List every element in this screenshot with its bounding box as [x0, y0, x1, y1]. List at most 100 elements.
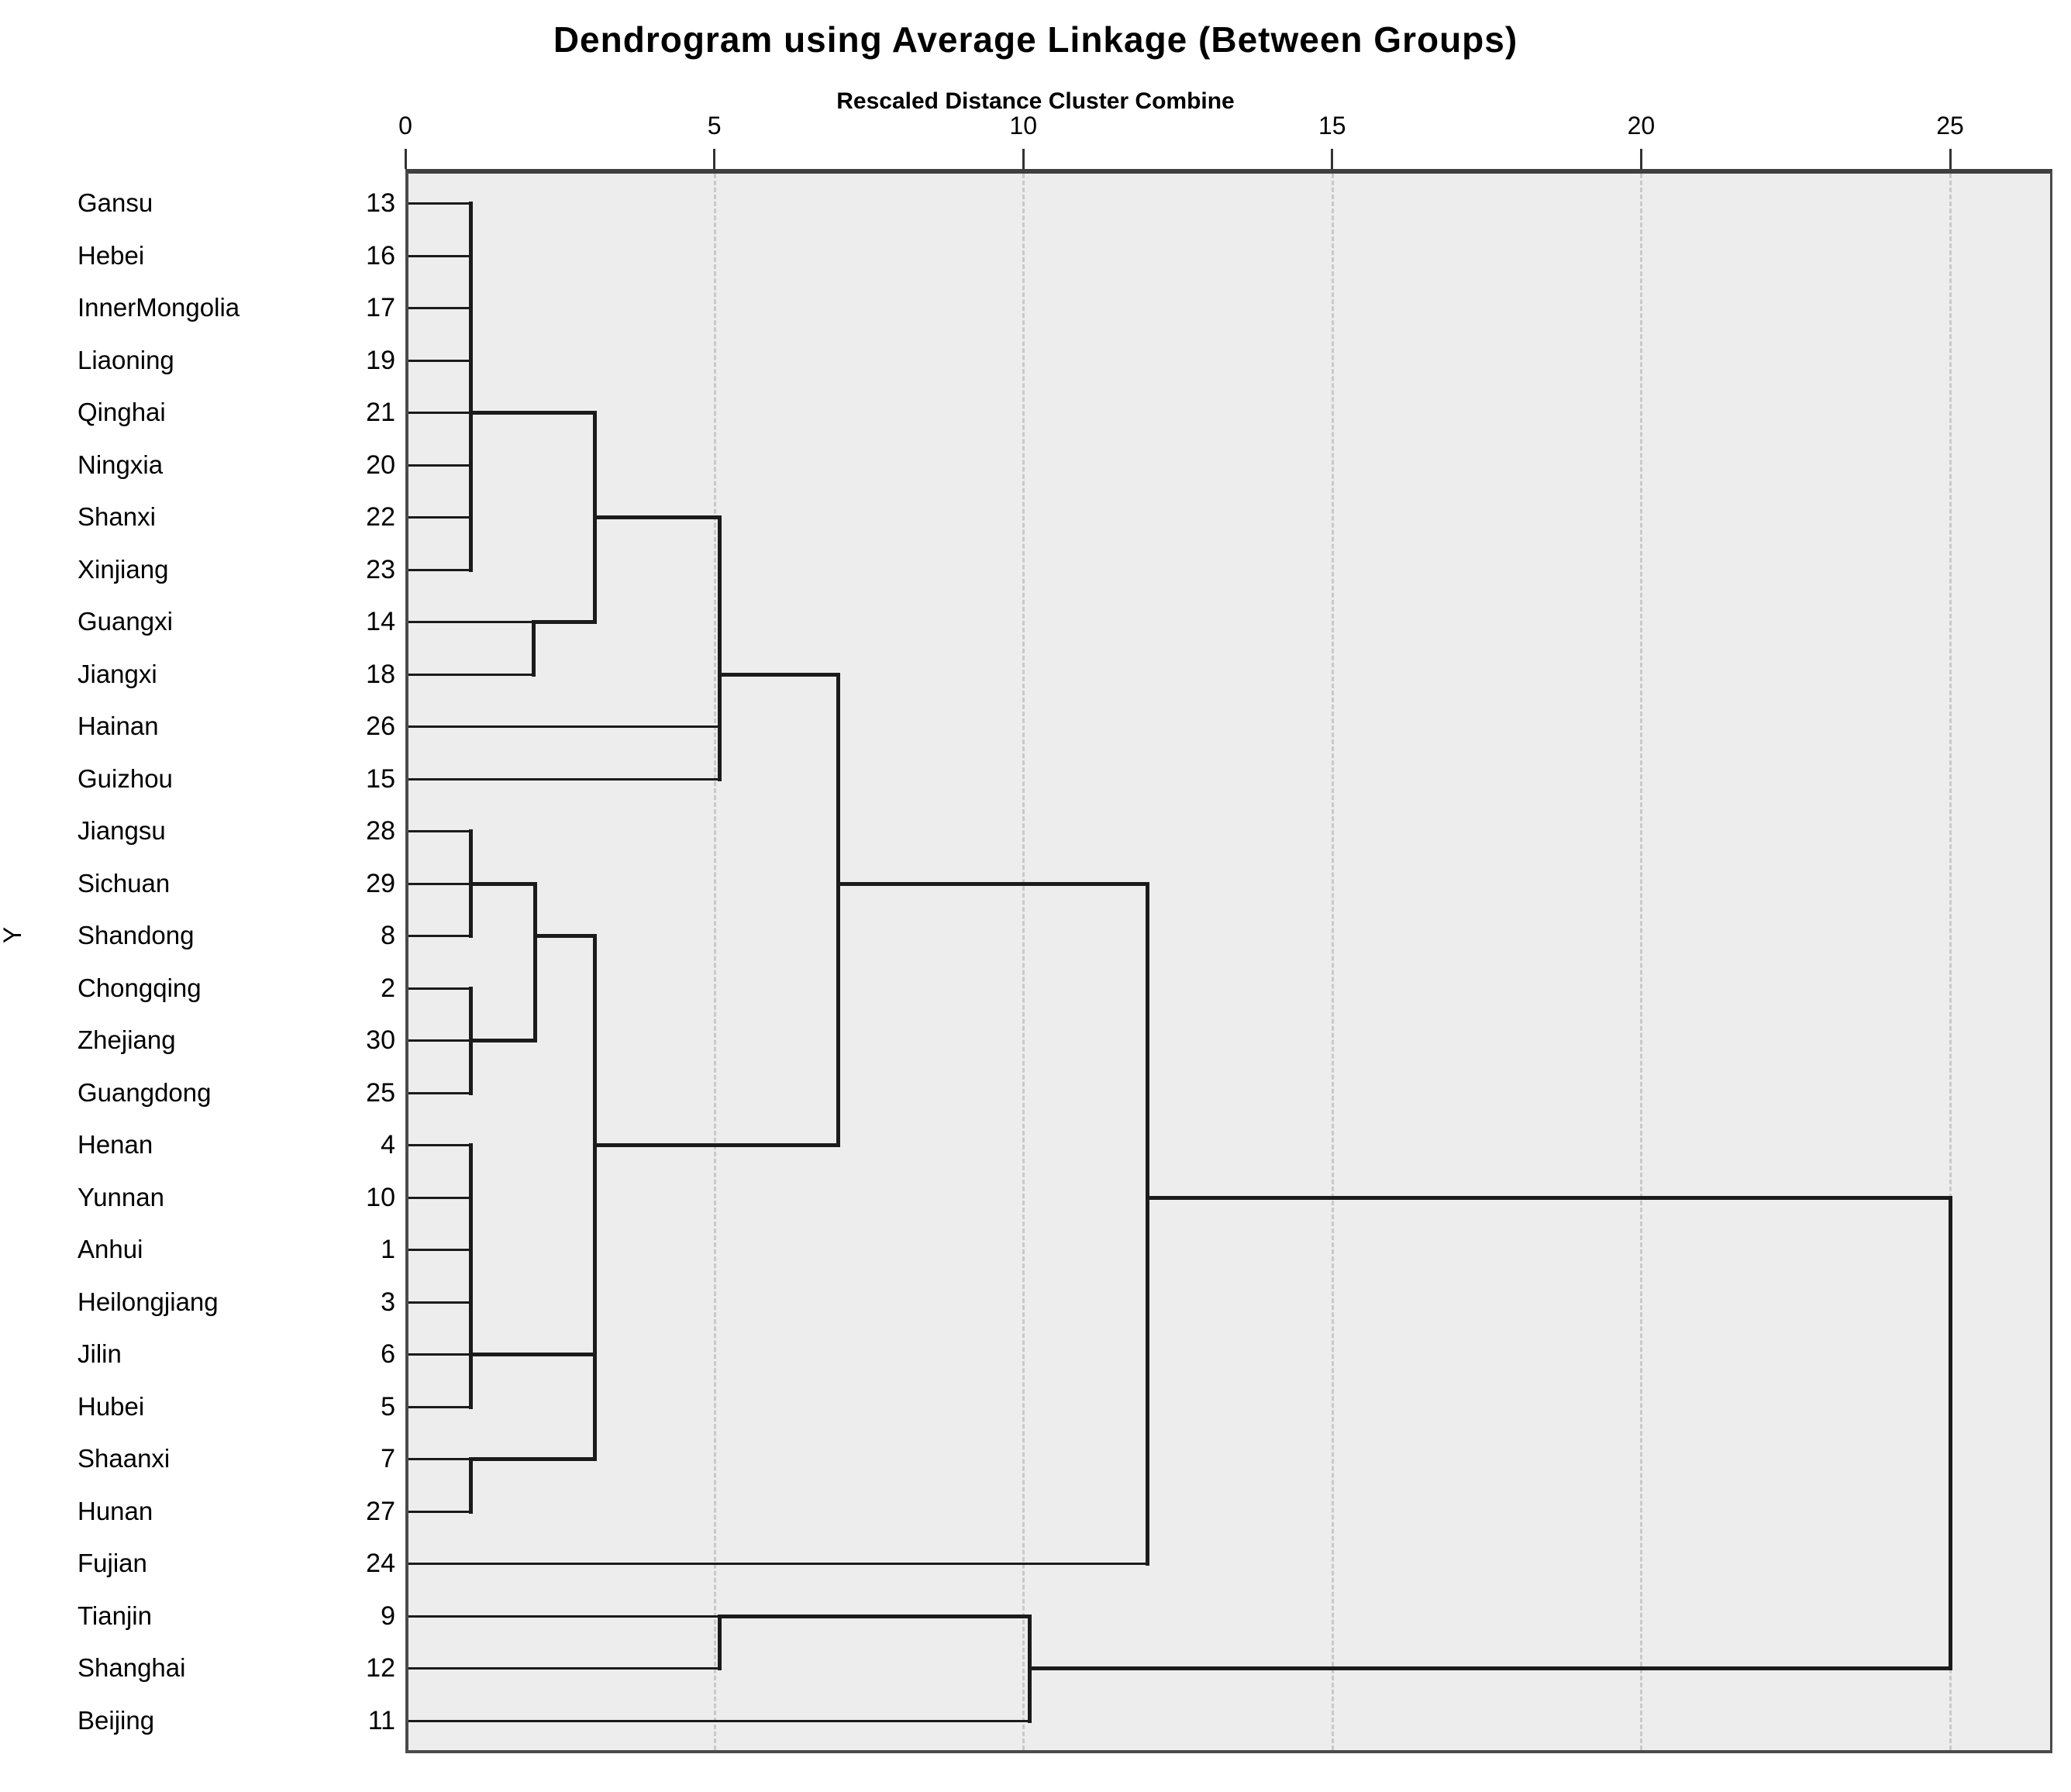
case-number: 9 [381, 1601, 395, 1631]
dendrogram-branch-horizontal [408, 620, 536, 623]
dendrogram-branch-horizontal [408, 673, 536, 676]
leaf-label: Liaoning [78, 346, 174, 374]
dendrogram-branch-vertical [469, 201, 473, 572]
case-number: 1 [381, 1235, 395, 1264]
dendrogram-branch-horizontal [408, 829, 473, 832]
dendrogram-branch-horizontal [408, 1666, 722, 1670]
dendrogram-branch-vertical [469, 986, 473, 1095]
leaf-label: Hebei [78, 241, 145, 270]
dendrogram-branch-horizontal [408, 1196, 473, 1199]
leaf-label: Hunan [78, 1497, 153, 1525]
cluster-connector [535, 933, 597, 938]
leaf-label: Anhui [78, 1235, 143, 1263]
leaf-label: Hubei [78, 1392, 145, 1421]
dendrogram-branch-vertical [532, 619, 536, 677]
dendrogram-branch-horizontal [408, 1143, 473, 1146]
y-axis-label: Y [0, 926, 27, 944]
leaf-label: Zhejiang [78, 1025, 176, 1054]
case-number: 23 [366, 555, 395, 584]
leaf-label: Chongqing [78, 974, 202, 1002]
dendrogram-branch-horizontal [408, 1405, 473, 1408]
dendrogram-branch-horizontal [408, 464, 473, 467]
axis-tick-label: 20 [1627, 112, 1656, 140]
dendrogram-branch-horizontal [408, 1615, 722, 1618]
axis-tick-label: 10 [1009, 112, 1037, 140]
axis-tick [1331, 149, 1334, 169]
dendrogram-branch-horizontal [408, 1039, 473, 1042]
dendrogram-branch-horizontal [408, 411, 473, 414]
case-number: 10 [366, 1183, 395, 1212]
leaf-label: Guangxi [78, 607, 173, 636]
dendrogram-branch-horizontal [408, 1091, 473, 1094]
leaf-label: Yunnan [78, 1183, 164, 1211]
dendrogram-branch-horizontal [408, 725, 722, 728]
cluster-connector [1147, 1195, 1952, 1200]
cluster-connector [470, 410, 597, 415]
leaf-label: Tianjin [78, 1601, 152, 1630]
leaf-label: Sichuan [78, 869, 171, 898]
cluster-connector [594, 515, 722, 519]
leaf-label: Jiangsu [78, 816, 166, 845]
case-number: 20 [366, 450, 395, 480]
leaf-label: Qinghai [78, 398, 166, 426]
dendrogram-branch-horizontal [408, 254, 473, 257]
dendrogram-branch-vertical [469, 1142, 473, 1409]
case-number: 19 [366, 346, 395, 375]
leaf-label: Shandong [78, 921, 195, 949]
cluster-connector [470, 1038, 537, 1042]
dendrogram-branch-vertical [533, 881, 537, 1042]
dendrogram-branch-horizontal [408, 202, 473, 205]
case-number: 18 [366, 660, 395, 689]
case-number: 12 [366, 1653, 395, 1683]
axis-tick [1022, 149, 1025, 169]
dendrogram-branch-vertical [1949, 1195, 1952, 1670]
dendrogram-branch-horizontal [408, 1457, 473, 1460]
leaf-label: Henan [78, 1130, 153, 1159]
case-number: 13 [366, 188, 395, 218]
leaf-label: Shanxi [78, 502, 156, 531]
gridline [1022, 174, 1025, 1750]
cluster-connector [470, 881, 537, 886]
cluster-connector [719, 672, 840, 677]
cluster-connector [594, 1142, 840, 1147]
case-number: 16 [366, 241, 395, 271]
case-number: 26 [366, 712, 395, 741]
cluster-connector [470, 1456, 597, 1461]
case-number: 11 [367, 1706, 395, 1735]
gridline [713, 174, 716, 1750]
dendrogram-branch-vertical [593, 933, 597, 1461]
cluster-connector [533, 619, 597, 624]
dendrogram-branch-horizontal [408, 987, 473, 990]
leaf-label: Jiangxi [78, 660, 157, 688]
dendrogram-branch-horizontal [408, 1562, 1149, 1565]
dendrogram-branch-horizontal [408, 1248, 473, 1251]
dendrogram-branch-horizontal [408, 934, 473, 937]
axis-tick [1949, 149, 1952, 169]
case-number: 28 [366, 816, 395, 846]
leaf-label: Guizhou [78, 764, 173, 793]
dendrogram-branch-horizontal [408, 1510, 473, 1513]
dendrogram-branch-horizontal [408, 1353, 473, 1356]
chart-subtitle: Rescaled Distance Cluster Combine [836, 88, 1235, 114]
case-number: 21 [366, 398, 395, 427]
axis-tick-label: 25 [1936, 112, 1964, 140]
case-number: 6 [381, 1339, 395, 1369]
leaf-label: Heilongjiang [78, 1287, 219, 1316]
case-number: 30 [366, 1025, 395, 1055]
dendrogram-branch-horizontal [408, 1301, 473, 1304]
leaf-label: Beijing [78, 1706, 155, 1735]
leaf-label: InnerMongolia [78, 293, 240, 322]
axis-tick [404, 149, 407, 169]
case-number: 17 [366, 293, 395, 322]
leaf-label: Hainan [78, 712, 159, 740]
cluster-connector [838, 881, 1149, 886]
chart-title: Dendrogram using Average Linkage (Betwee… [553, 19, 1518, 60]
case-number: 15 [366, 764, 395, 794]
dendrogram-branch-vertical [836, 672, 840, 1147]
axis-tick [1639, 149, 1642, 169]
dendrogram-branch-horizontal [408, 568, 473, 571]
gridline [1331, 174, 1334, 1750]
cluster-connector [470, 1352, 597, 1356]
dendrogram-branch-horizontal [408, 882, 473, 885]
dendrogram-branch-horizontal [408, 777, 722, 781]
